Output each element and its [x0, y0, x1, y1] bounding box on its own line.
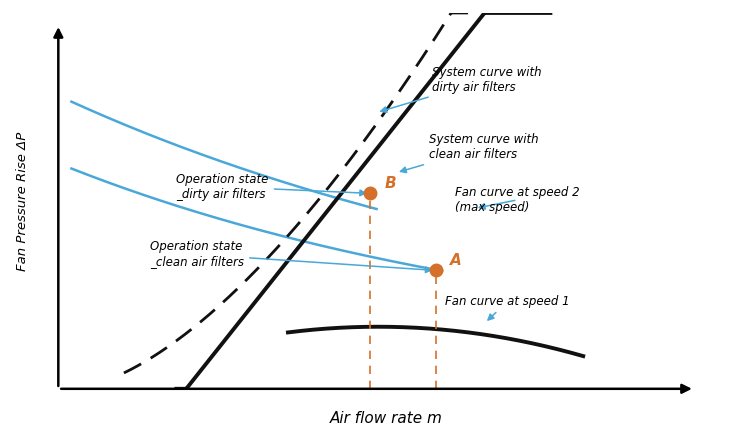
Text: Operation state
_dirty air filters: Operation state _dirty air filters — [176, 173, 365, 201]
Text: System curve with
clean air filters: System curve with clean air filters — [400, 133, 539, 172]
Text: A: A — [450, 253, 461, 268]
Text: Operation state
_clean air filters: Operation state _clean air filters — [150, 240, 431, 273]
Text: B: B — [384, 176, 396, 191]
Text: Air flow rate m: Air flow rate m — [330, 411, 443, 426]
Text: System curve with
dirty air filters: System curve with dirty air filters — [381, 66, 542, 112]
Text: Fan Pressure Rise ΔP: Fan Pressure Rise ΔP — [16, 131, 28, 270]
Text: Fan curve at speed 2
(max speed): Fan curve at speed 2 (max speed) — [455, 186, 580, 214]
Text: Fan curve at speed 1: Fan curve at speed 1 — [445, 295, 570, 320]
